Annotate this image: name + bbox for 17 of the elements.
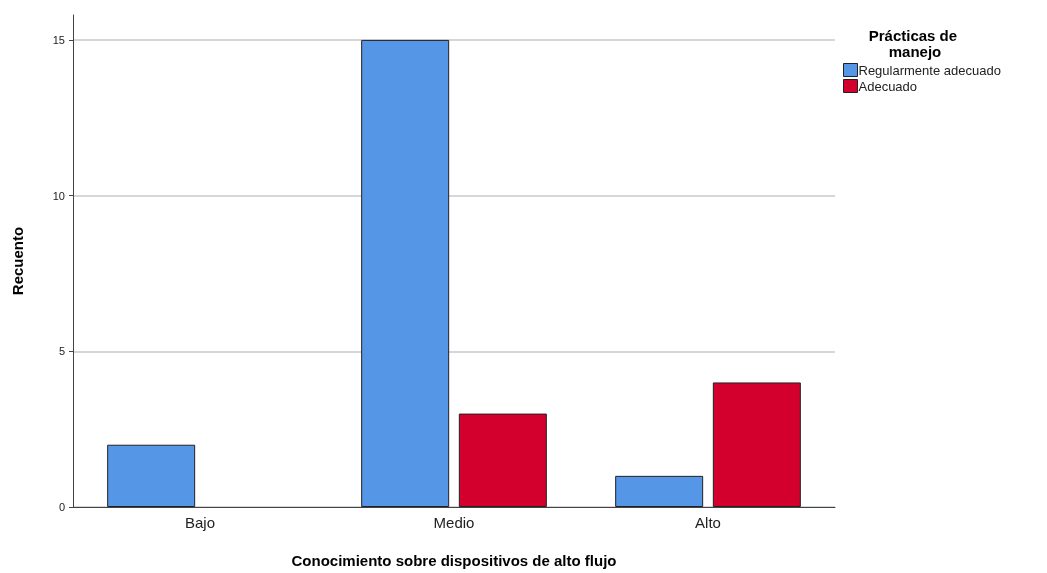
y-tick-label: 10 [52, 189, 65, 202]
legend-label: Regularmente adecuado [858, 62, 1001, 78]
bar [361, 39, 450, 507]
legend-label: Adecuado [858, 78, 918, 94]
x-tick-label: Alto [695, 514, 721, 531]
y-tick-label: 5 [58, 345, 65, 358]
y-tick-label: 15 [52, 33, 65, 46]
y-axis-title: Recuento [9, 226, 26, 296]
legend-title: Prácticas de manejo [868, 26, 962, 60]
x-tick-label: Medio [433, 514, 475, 531]
bar [712, 382, 801, 507]
bar [458, 413, 547, 507]
x-axis-title: Conocimiento sobre dispositivos de alto flujo [291, 552, 617, 569]
x-tick-label: Bajo [184, 514, 216, 531]
bar [615, 475, 704, 507]
y-tick-label: 0 [58, 501, 65, 513]
bar [107, 444, 196, 507]
